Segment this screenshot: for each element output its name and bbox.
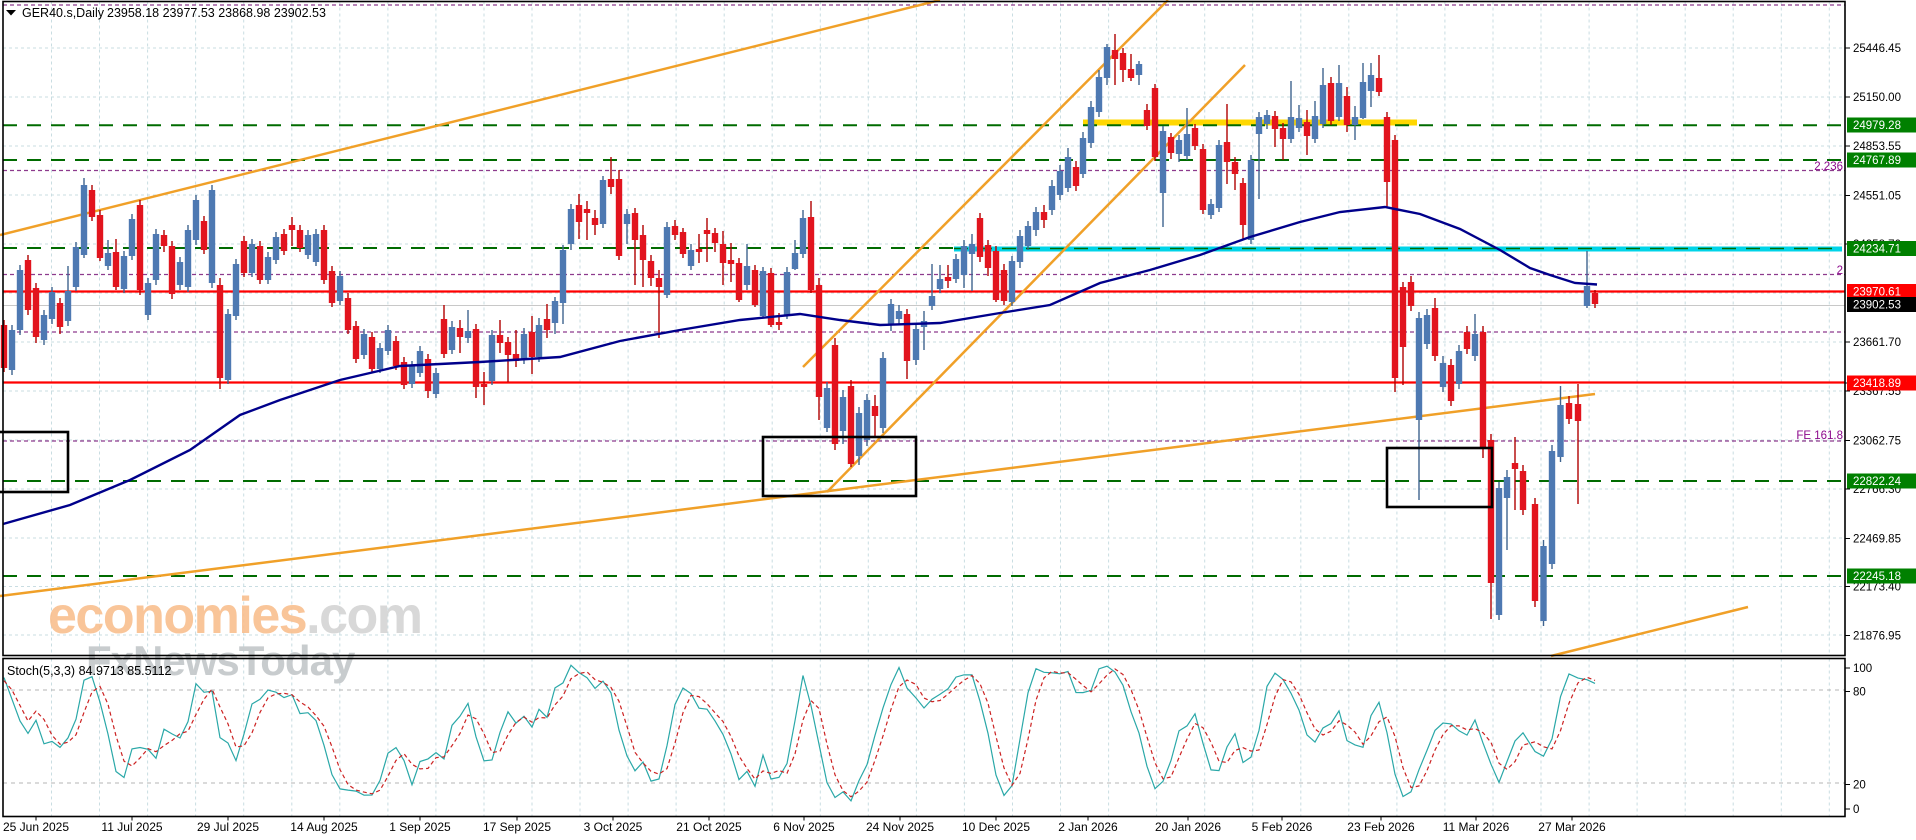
- svg-text:23 Feb 2026: 23 Feb 2026: [1347, 820, 1415, 834]
- svg-text:25 Jun 2025: 25 Jun 2025: [3, 820, 69, 834]
- svg-text:3 Oct 2025: 3 Oct 2025: [584, 820, 643, 834]
- svg-text:24551.05: 24551.05: [1853, 191, 1901, 203]
- svg-text:25446.45: 25446.45: [1853, 43, 1901, 55]
- svg-text:23661.70: 23661.70: [1853, 337, 1901, 349]
- svg-text:5 Feb 2026: 5 Feb 2026: [1252, 820, 1313, 834]
- svg-text:23902.53: 23902.53: [1853, 300, 1901, 312]
- svg-text:23970.61: 23970.61: [1853, 287, 1901, 299]
- svg-text:GER40.s,Daily: GER40.s,Daily: [22, 6, 105, 20]
- svg-text:22245.18: 22245.18: [1853, 571, 1901, 583]
- svg-text:0: 0: [1853, 804, 1859, 816]
- svg-text:24979.28: 24979.28: [1853, 120, 1901, 132]
- svg-text:21 Oct 2025: 21 Oct 2025: [676, 820, 742, 834]
- svg-text:23958.18 23977.53 23868.98 239: 23958.18 23977.53 23868.98 23902.53: [107, 6, 326, 20]
- svg-text:24767.89: 24767.89: [1853, 155, 1901, 167]
- svg-text:2: 2: [1837, 265, 1843, 277]
- svg-text:11 Jul 2025: 11 Jul 2025: [101, 820, 162, 834]
- svg-text:100: 100: [1853, 663, 1872, 675]
- svg-text:11 Mar 2026: 11 Mar 2026: [1443, 820, 1510, 834]
- svg-text:6 Nov 2025: 6 Nov 2025: [773, 820, 835, 834]
- svg-text:27 Mar 2026: 27 Mar 2026: [1538, 820, 1606, 834]
- svg-text:14 Aug 2025: 14 Aug 2025: [290, 820, 358, 834]
- svg-text:22469.85: 22469.85: [1853, 534, 1901, 546]
- svg-text:FxNewsToday: FxNewsToday: [86, 637, 356, 684]
- svg-text:2 Jan 2026: 2 Jan 2026: [1058, 820, 1118, 834]
- svg-text:22822.24: 22822.24: [1853, 476, 1902, 488]
- svg-text:21876.95: 21876.95: [1853, 631, 1901, 643]
- svg-text:1 Sep 2025: 1 Sep 2025: [389, 820, 451, 834]
- svg-text:20: 20: [1853, 780, 1866, 792]
- svg-text:2.236: 2.236: [1814, 161, 1843, 173]
- svg-text:FE 161.8: FE 161.8: [1796, 430, 1843, 442]
- svg-text:24234.71: 24234.71: [1853, 244, 1901, 256]
- svg-text:20 Jan 2026: 20 Jan 2026: [1155, 820, 1221, 834]
- svg-text:22173.40: 22173.40: [1853, 582, 1901, 594]
- svg-text:economies.com: economies.com: [48, 587, 422, 645]
- svg-text:10 Dec 2025: 10 Dec 2025: [962, 820, 1030, 834]
- svg-text:25150.00: 25150.00: [1853, 92, 1901, 104]
- svg-text:23418.89: 23418.89: [1853, 378, 1901, 390]
- svg-text:23062.75: 23062.75: [1853, 436, 1901, 448]
- svg-text:Stoch(5,3,3) 84.9713 85.5112: Stoch(5,3,3) 84.9713 85.5112: [7, 664, 172, 678]
- svg-text:29 Jul 2025: 29 Jul 2025: [197, 820, 259, 834]
- svg-text:24 Nov 2025: 24 Nov 2025: [866, 820, 934, 834]
- svg-text:17 Sep 2025: 17 Sep 2025: [483, 820, 551, 834]
- svg-text:80: 80: [1853, 687, 1866, 699]
- svg-text:24853.55: 24853.55: [1853, 141, 1901, 153]
